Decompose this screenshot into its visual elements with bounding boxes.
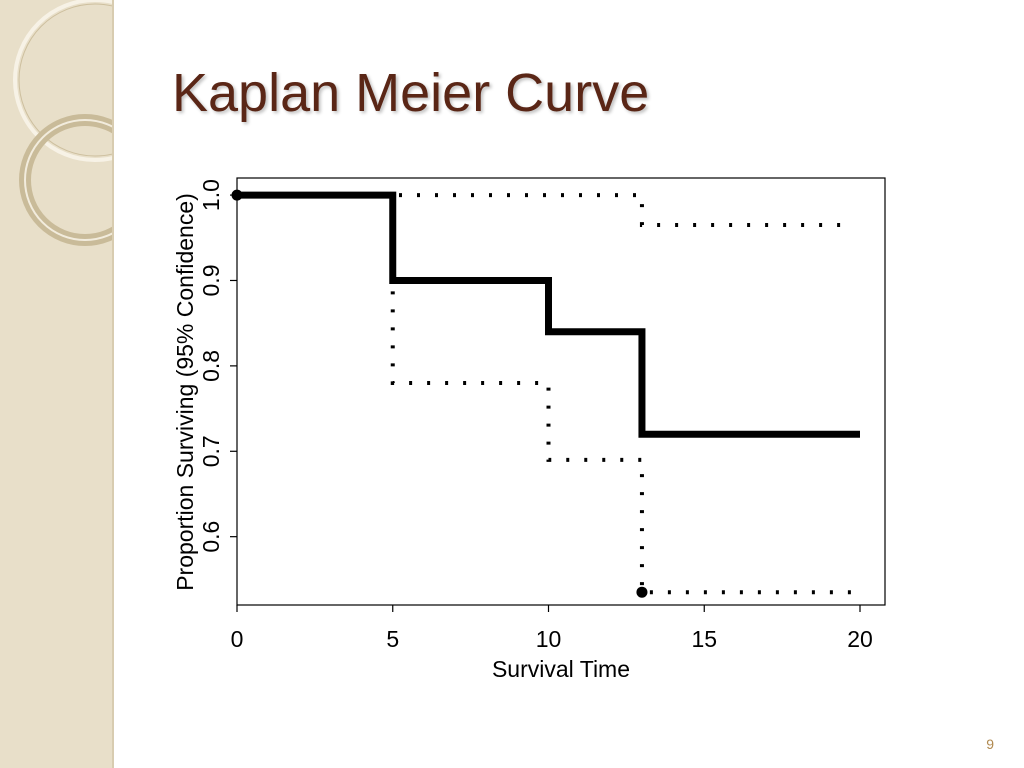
slide-title: Kaplan Meier Curve [172,63,650,123]
y-tick-label: 0.9 [198,264,224,296]
x-tick-label: 20 [847,626,873,652]
y-tick-label: 0.8 [198,350,224,382]
decorative-sidebar [0,0,114,768]
y-tick-label: 0.7 [198,435,224,467]
plot-frame [236,177,886,606]
confidence-bound-2 [237,193,854,595]
x-axis-label: Survival Time [492,656,630,682]
y-tick-label: 0.6 [198,521,224,553]
x-tick-label: 5 [386,626,399,652]
decorative-circles-graphic [13,0,112,246]
x-tick-label: 15 [691,626,717,652]
y-axis-label: Proportion Surviving (95% Confidence) [172,193,198,591]
confidence-bound-1 [237,193,848,227]
survival-curve [237,191,860,438]
x-tick-label: 0 [231,626,244,652]
censor-marker [636,586,648,598]
page-number: 9 [986,736,994,752]
y-tick-label: 1.0 [198,179,224,211]
x-tick-label: 10 [536,626,562,652]
